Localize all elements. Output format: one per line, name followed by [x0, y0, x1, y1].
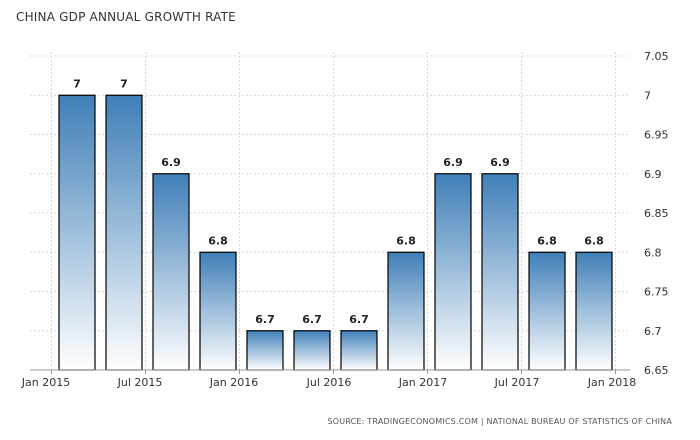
data-label: 6.8 — [537, 234, 557, 247]
data-label: 7 — [73, 77, 81, 90]
y-tick-label: 6.85 — [644, 207, 669, 220]
x-tick-label: Jul 2016 — [306, 376, 352, 389]
data-label: 6.7 — [302, 313, 322, 326]
bar — [58, 94, 96, 371]
data-label: 6.9 — [443, 156, 463, 169]
data-label: 6.9 — [490, 156, 510, 169]
y-tick-label: 6.65 — [644, 364, 669, 377]
data-label: 6.8 — [584, 234, 604, 247]
bar — [246, 330, 284, 371]
y-tick-label: 6.8 — [644, 246, 662, 259]
x-tick-label: Jul 2015 — [117, 376, 163, 389]
y-tick-label: 6.7 — [644, 325, 662, 338]
x-tick-label: Jan 2015 — [21, 376, 70, 389]
data-label: 6.7 — [349, 313, 369, 326]
chart-title: CHINA GDP ANNUAL GROWTH RATE — [16, 10, 236, 24]
bar — [434, 173, 472, 371]
y-tick-label: 6.9 — [644, 168, 662, 181]
data-label: 6.9 — [161, 156, 181, 169]
bar — [528, 251, 566, 371]
bar — [340, 330, 378, 371]
data-label: 6.7 — [255, 313, 275, 326]
x-tick-label: Jan 2017 — [398, 376, 447, 389]
bar — [105, 94, 143, 371]
bar — [199, 251, 237, 371]
bar — [575, 251, 613, 371]
source-note: SOURCE: TRADINGECONOMICS.COM | NATIONAL … — [327, 417, 672, 426]
y-tick-label: 7 — [644, 89, 651, 102]
data-label: 7 — [120, 77, 128, 90]
x-tick-label: Jul 2017 — [494, 376, 540, 389]
y-tick-label: 6.75 — [644, 286, 669, 299]
x-tick-label: Jan 2016 — [209, 376, 258, 389]
data-labels: 7 7 6.9 6.8 6.7 6.7 6.7 6.8 6.9 6.9 6.8 6.8 — [73, 77, 604, 326]
data-label: 6.8 — [396, 234, 416, 247]
bar — [481, 173, 519, 371]
bar — [152, 173, 190, 371]
y-tick-label: 7.05 — [644, 50, 669, 63]
grid-lines — [30, 52, 630, 370]
x-axis: Jan 2015 Jul 2015 Jan 2016 Jul 2016 Jan 2017… — [21, 369, 636, 389]
bars — [58, 94, 613, 371]
y-tick-label: 6.95 — [644, 129, 669, 142]
bar — [387, 251, 425, 371]
data-label: 6.8 — [208, 234, 228, 247]
x-tick-label: Jan 2018 — [587, 376, 636, 389]
bar — [293, 330, 331, 371]
y-axis: 7.05 7 6.95 6.9 6.85 6.8 6.75 6.7 6.65 — [644, 50, 669, 377]
